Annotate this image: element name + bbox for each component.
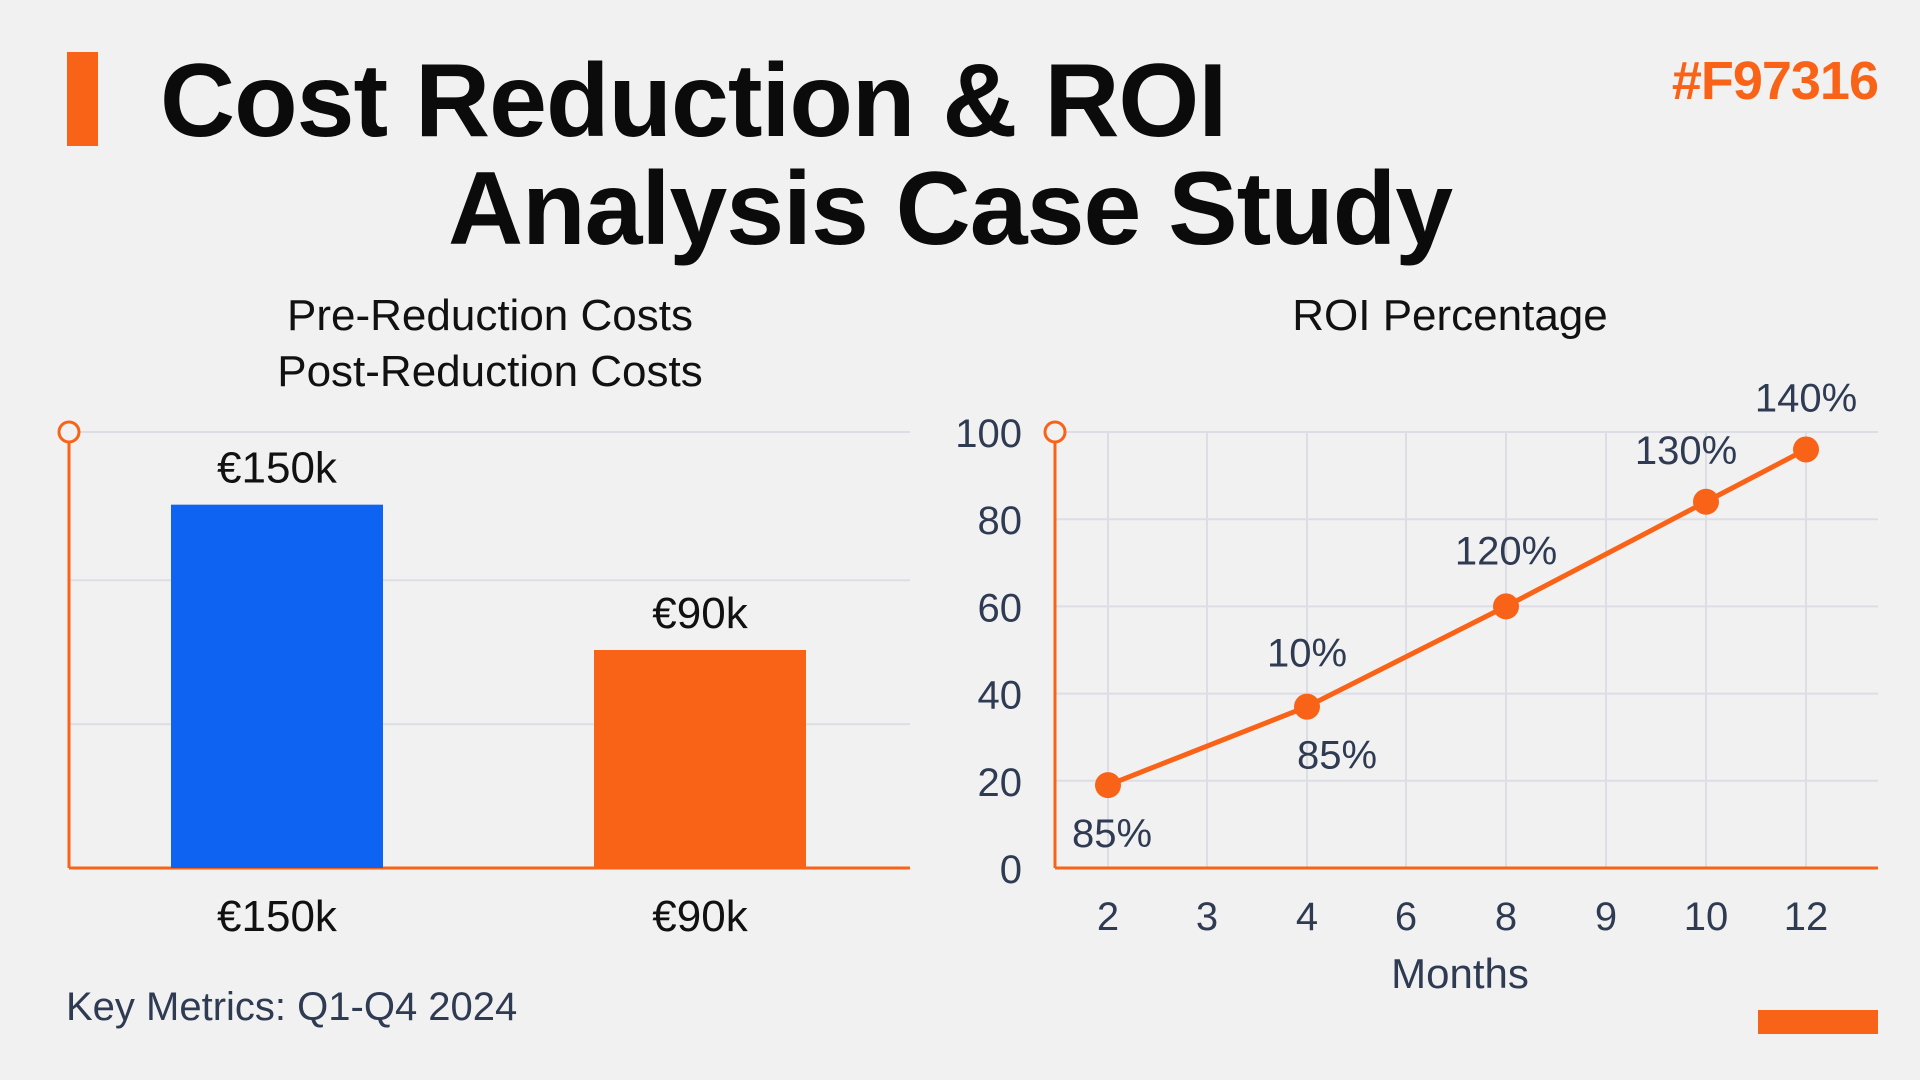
x-tick-label-7: 12 (1784, 895, 1829, 939)
x-tick-label-1: 3 (1196, 895, 1218, 939)
y-tick-label-4: 80 (978, 499, 1023, 543)
roi-line-chart: 0 20 40 60 80 100 2 3 4 6 8 9 10 12 Months 85% 10% 85% 120… (955, 376, 1878, 997)
line-chart-title: ROI Percentage (1292, 291, 1608, 340)
roi-point-4 (1793, 436, 1819, 463)
x-tick-label-5: 9 (1595, 895, 1617, 939)
line-y-axis-cap (1043, 420, 1067, 444)
bar-0 (171, 504, 383, 868)
x-axis-title: Months (1391, 950, 1529, 997)
roi-point-2 (1493, 593, 1519, 620)
bar-chart-legend: Pre-Reduction Costs Post-Reduction Costs (240, 288, 740, 400)
legend-pre-reduction: Pre-Reduction Costs (287, 291, 693, 340)
title-line-1: Cost Reduction & ROI (160, 43, 1227, 159)
roi-point-0 (1095, 772, 1121, 799)
y-tick-label-2: 40 (978, 674, 1023, 718)
legend-post-reduction: Post-Reduction Costs (277, 347, 703, 396)
roi-label-below-1: 85% (1297, 734, 1377, 778)
cost-bar-chart: €150k €150k €90k €90k (57, 420, 910, 941)
roi-label-above-2: 120% (1455, 529, 1557, 573)
roi-label-above-3: 130% (1635, 429, 1737, 473)
bar-value-label-0: €150k (217, 444, 338, 493)
roi-point-3 (1693, 488, 1719, 515)
y-tick-label-0: 0 (1000, 848, 1022, 892)
roi-label-below-0: 85% (1072, 812, 1152, 856)
roi-point-1 (1294, 693, 1320, 720)
x-tick-label-6: 10 (1684, 895, 1729, 939)
x-tick-label-0: 2 (1097, 895, 1119, 939)
x-tick-label-2: 4 (1296, 895, 1318, 939)
y-tick-label-1: 20 (978, 761, 1023, 805)
roi-label-above-1: 10% (1267, 632, 1347, 676)
x-tick-label-4: 8 (1495, 895, 1517, 939)
roi-label-above-4: 140% (1755, 376, 1857, 420)
y-tick-label-5: 100 (955, 412, 1022, 456)
y-tick-label-3: 60 (978, 586, 1023, 630)
footer-key-metrics: Key Metrics: Q1-Q4 2024 (66, 985, 518, 1029)
title-line-2: Analysis Case Study (448, 151, 1453, 267)
bar-category-label-1: €90k (652, 892, 748, 941)
bar-y-axis-cap (57, 420, 81, 444)
title-accent-bar (67, 52, 98, 146)
bar-category-label-0: €150k (217, 892, 338, 941)
bar-value-label-1: €90k (652, 589, 748, 638)
bar-1 (594, 650, 806, 868)
corner-accent-bar (1758, 1010, 1878, 1034)
hex-color-label: #F97316 (1671, 51, 1879, 111)
x-tick-label-3: 6 (1395, 895, 1417, 939)
